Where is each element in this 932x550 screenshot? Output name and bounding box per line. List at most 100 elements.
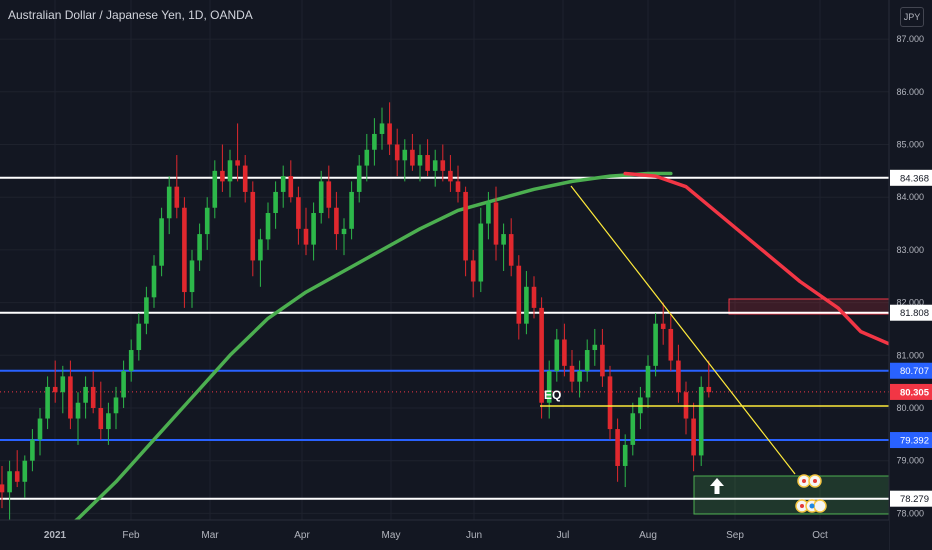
candle <box>501 223 506 271</box>
price-axis[interactable]: 87.000 86.000 85.000 84.000 83.000 82.000 81.0… <box>888 0 932 550</box>
candle <box>691 402 696 472</box>
candle <box>524 270 529 335</box>
candle <box>197 223 202 271</box>
level-price-tag <box>890 169 932 186</box>
candle <box>630 402 636 456</box>
candle <box>258 228 263 287</box>
candle <box>569 350 575 393</box>
candle <box>645 355 651 408</box>
candle <box>470 249 476 298</box>
candle <box>204 197 210 250</box>
candle <box>668 313 674 372</box>
time-axis[interactable]: 2021 Feb Mar Apr May Jun Jul Aug Sep Oct <box>0 519 889 550</box>
candle <box>326 165 332 219</box>
candle <box>311 202 316 261</box>
candle <box>68 360 73 430</box>
candle <box>478 207 484 293</box>
candle <box>174 155 180 219</box>
last-price-label: 80.305 <box>900 387 930 398</box>
candle <box>0 465 5 509</box>
y-tick-label: 84.000 <box>896 192 924 202</box>
candle <box>7 460 12 524</box>
candle <box>493 186 499 261</box>
candle <box>562 323 567 377</box>
eq-label: EQ <box>544 388 561 402</box>
candle <box>52 360 58 403</box>
candle <box>60 365 66 414</box>
candle <box>166 176 172 235</box>
candle <box>706 360 712 398</box>
candle <box>455 165 461 203</box>
candle <box>394 128 400 177</box>
y-tick-label: 86.000 <box>896 87 924 97</box>
trendline-upper <box>570 185 796 475</box>
candle <box>486 191 491 240</box>
candle <box>242 155 248 203</box>
candle <box>448 155 453 192</box>
y-tick-label: 78.000 <box>896 508 924 518</box>
candle <box>440 144 446 182</box>
candle <box>653 313 658 377</box>
candle <box>113 386 119 430</box>
candle <box>273 181 278 229</box>
candle <box>136 313 142 361</box>
candle <box>546 360 552 419</box>
x-tick-label: Mar <box>201 530 219 541</box>
candle <box>516 255 522 340</box>
event-marker-icon <box>813 499 827 513</box>
candle <box>30 429 35 472</box>
candle <box>364 133 370 182</box>
candle <box>288 160 294 203</box>
candle <box>151 255 157 308</box>
level-price-tag <box>890 490 932 507</box>
event-icons <box>795 474 827 513</box>
candle <box>387 102 392 156</box>
candle <box>98 381 104 440</box>
currency-unit-button[interactable]: JPY <box>900 7 924 27</box>
candle <box>303 207 309 256</box>
level-price-tag <box>890 362 932 379</box>
candle <box>182 197 187 308</box>
candle <box>508 218 514 277</box>
level-price-label: 78.279 <box>900 494 929 505</box>
up-arrow-icon <box>710 478 724 494</box>
candle <box>432 149 438 187</box>
y-tick-label: 85.000 <box>896 140 924 150</box>
candles <box>0 102 712 524</box>
candle <box>212 160 218 219</box>
candle <box>22 455 28 498</box>
moving-average-line <box>36 171 673 550</box>
y-tick-label: 87.000 <box>896 34 924 44</box>
x-tick-label: Apr <box>294 530 310 541</box>
zones <box>693 298 890 515</box>
candle <box>75 392 81 445</box>
demand-zone <box>693 475 890 515</box>
level-price-label: 81.808 <box>900 308 929 319</box>
drawings: EQ <box>540 185 889 513</box>
candle <box>592 328 598 366</box>
candle <box>144 286 149 335</box>
x-tick-label: May <box>382 530 401 541</box>
candle <box>584 339 590 382</box>
x-tick-label: Feb <box>122 530 140 541</box>
candle <box>341 218 347 256</box>
y-tick-label: 81.000 <box>896 350 924 360</box>
candle <box>660 302 666 345</box>
y-tick-label: 80.000 <box>896 403 924 413</box>
candle <box>296 186 301 245</box>
level-price-label: 80.707 <box>900 366 929 377</box>
last-price-tag <box>890 383 932 400</box>
candle <box>90 371 96 414</box>
candle <box>379 107 385 150</box>
candle <box>417 144 423 182</box>
candle <box>265 202 271 250</box>
candle <box>349 181 354 240</box>
candle <box>189 249 195 308</box>
candle <box>402 139 408 182</box>
candle <box>622 434 628 488</box>
level-price-tag <box>890 304 932 321</box>
x-tick-label: Sep <box>726 530 744 541</box>
y-tick-label: 83.000 <box>896 245 924 255</box>
candle <box>356 155 362 203</box>
